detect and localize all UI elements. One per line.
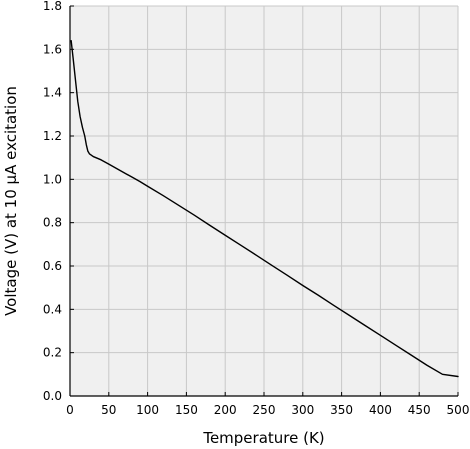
x-tick-label-6: 300 <box>291 403 314 417</box>
series-line-0 <box>70 39 459 378</box>
axes <box>69 5 459 397</box>
x-tick-label-5: 250 <box>253 403 276 417</box>
grid-lines <box>70 5 459 396</box>
y-tick-label-1: 0.2 <box>43 346 62 360</box>
x-tick-label-9: 450 <box>408 403 431 417</box>
x-tick-label-4: 200 <box>214 403 237 417</box>
data-series <box>70 39 459 378</box>
x-tick-label-10: 500 <box>447 403 470 417</box>
x-tick-label-3: 150 <box>175 403 198 417</box>
y-tick-label-2: 0.4 <box>43 302 62 316</box>
y-tick-label-8: 1.6 <box>43 42 62 56</box>
x-tick-label-1: 50 <box>101 403 116 417</box>
y-tick-label-7: 1.4 <box>43 86 62 100</box>
y-tick-label-4: 0.8 <box>43 216 62 230</box>
y-tick-label-6: 1.2 <box>43 129 62 143</box>
y-tick-label-9: 1.8 <box>43 0 62 13</box>
y-tick-label-3: 0.6 <box>43 259 62 273</box>
y-tick-label-0: 0.0 <box>43 389 62 403</box>
x-tick-label-7: 350 <box>330 403 353 417</box>
x-tick-label-0: 0 <box>66 403 74 417</box>
x-axis-title: Temperature (K) <box>202 429 324 447</box>
x-tick-label-8: 400 <box>369 403 392 417</box>
x-tick-label-2: 100 <box>136 403 159 417</box>
tick-labels: 0 50 100 150 200 250 300 350 400 450 500 0.0 0.2 0.4 0… <box>43 0 470 417</box>
y-axis-title: Voltage (V) at 10 μA excitation <box>2 86 20 316</box>
y-tick-label-5: 1.0 <box>43 172 62 186</box>
